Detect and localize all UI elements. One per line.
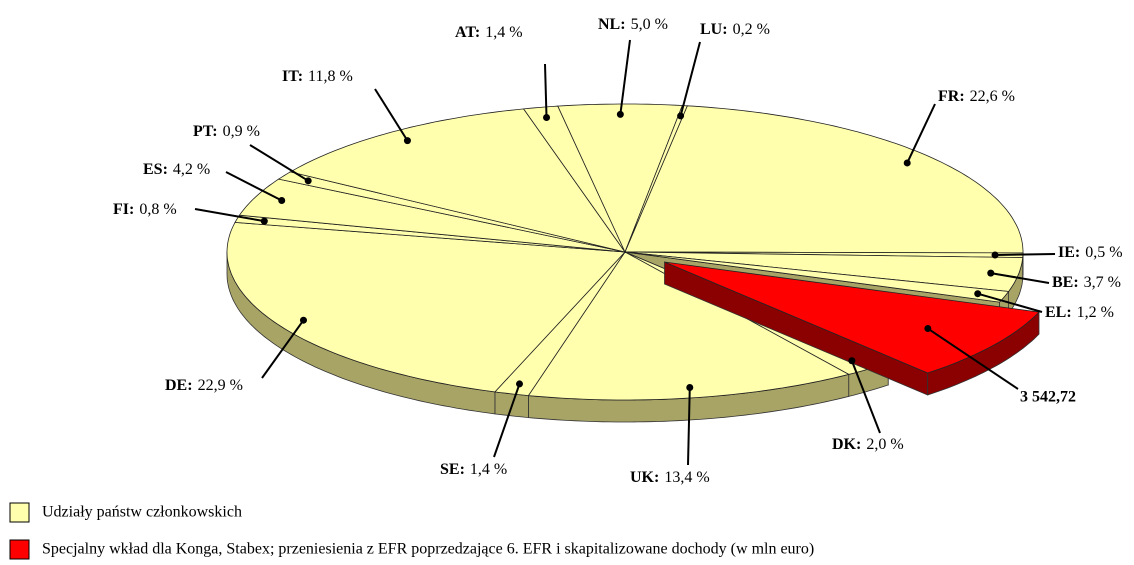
leader-line	[619, 39, 631, 115]
slice	[624, 105, 688, 253]
slice	[289, 108, 626, 253]
leader-line	[249, 144, 309, 182]
label-value: 2,0 %	[866, 436, 903, 453]
leader-dot	[987, 269, 995, 277]
data-label: IT: 11,8 %	[282, 68, 353, 85]
data-label: DK: 2,0 %	[832, 436, 904, 453]
label-name: FR:	[938, 88, 965, 105]
label-name: AT:	[455, 24, 480, 41]
label-value: 22,6 %	[970, 88, 1015, 105]
leader-line	[493, 383, 521, 458]
label-name: UK:	[630, 469, 659, 486]
label-name: IE:	[1058, 244, 1080, 261]
label-value: 5,0 %	[631, 16, 668, 33]
leader-dot	[848, 357, 856, 365]
slice	[624, 105, 1024, 254]
data-label: SE: 1,4 %	[440, 461, 507, 478]
label-name: ES:	[143, 161, 168, 178]
data-label: BE: 3,7 %	[1052, 274, 1121, 291]
leader-dot	[299, 316, 307, 324]
slice	[226, 221, 626, 393]
data-label: FR: 22,6 %	[938, 88, 1015, 105]
leader-dot	[516, 380, 524, 388]
label-name: PT:	[193, 123, 218, 140]
leader-line	[679, 41, 701, 117]
leader-line	[194, 208, 265, 223]
leader-dot	[260, 217, 268, 225]
slice	[494, 251, 626, 397]
leader-dot	[403, 137, 411, 145]
label-name: LU:	[700, 21, 728, 38]
data-label: EL: 1,2 %	[1045, 304, 1114, 321]
leader-line	[374, 88, 409, 142]
data-label: LU: 0,2 %	[700, 21, 770, 38]
slice	[624, 251, 1010, 303]
data-label: FI: 0,8 %	[113, 201, 177, 218]
leader-line	[261, 319, 305, 379]
leader-line	[927, 327, 1019, 390]
label-value: 1,4 %	[470, 461, 507, 478]
data-label: UK: 13,4 %	[630, 469, 710, 486]
leader-line	[990, 272, 1050, 284]
legend-swatch	[9, 539, 30, 560]
data-label: IE: 0,5 %	[1058, 244, 1123, 261]
data-label: NL: 5,0 %	[598, 16, 668, 33]
label-value: 0,2 %	[733, 21, 770, 38]
leader-dot	[677, 112, 685, 120]
data-label: 3 542,72	[1020, 389, 1076, 406]
leader-dot	[304, 177, 312, 185]
leader-line	[995, 253, 1056, 257]
label-name: IT:	[282, 68, 303, 85]
leader-dot	[543, 113, 551, 121]
label-value: 0,9 %	[223, 123, 260, 140]
label-value: 11,8 %	[308, 68, 353, 85]
legend-label: Specjalny wkład dla Konga, Stabex; przen…	[42, 541, 814, 558]
label-name: EL:	[1045, 304, 1072, 321]
label-value: 3,7 %	[1084, 274, 1121, 291]
label-value: 22,9 %	[198, 377, 243, 394]
leader-line	[977, 292, 1043, 313]
label-value: 4,2 %	[173, 161, 210, 178]
label-value: 1,2 %	[1077, 304, 1114, 321]
leader-line	[850, 360, 881, 434]
slice	[238, 178, 626, 253]
legend-swatch	[9, 502, 30, 523]
label-name: SE:	[440, 461, 465, 478]
label-value: 13,4 %	[664, 469, 709, 486]
label-name: BE:	[1052, 274, 1079, 291]
leader-dot	[974, 290, 982, 298]
data-label: PT: 0,9 %	[193, 123, 260, 140]
label-name: NL:	[598, 16, 626, 33]
leader-dot	[903, 159, 911, 167]
slice	[522, 105, 626, 253]
label-name: DK:	[832, 436, 861, 453]
label-value: 1,4 %	[485, 24, 522, 41]
leader-dot	[991, 251, 999, 259]
data-label: DE: 22,9 %	[165, 377, 243, 394]
data-label: AT: 1,4 %	[455, 24, 523, 41]
data-label: ES: 4,2 %	[143, 161, 210, 178]
leader-dot	[616, 110, 624, 118]
slice	[664, 261, 1040, 374]
slice	[527, 251, 850, 401]
label-value: 0,5 %	[1085, 244, 1122, 261]
leader-line	[544, 63, 548, 118]
legend-label: Udziały państw członkowskich	[42, 504, 242, 521]
label-name: FI:	[113, 201, 134, 218]
leader-line	[687, 387, 691, 466]
leader-dot	[924, 325, 932, 333]
leader-dot	[686, 384, 694, 392]
slice	[557, 103, 683, 254]
leader-line	[225, 171, 283, 202]
leader-line	[906, 103, 936, 164]
label-name: DE:	[165, 377, 193, 394]
label-value: 0,8 %	[139, 201, 176, 218]
leader-dot	[278, 197, 286, 205]
